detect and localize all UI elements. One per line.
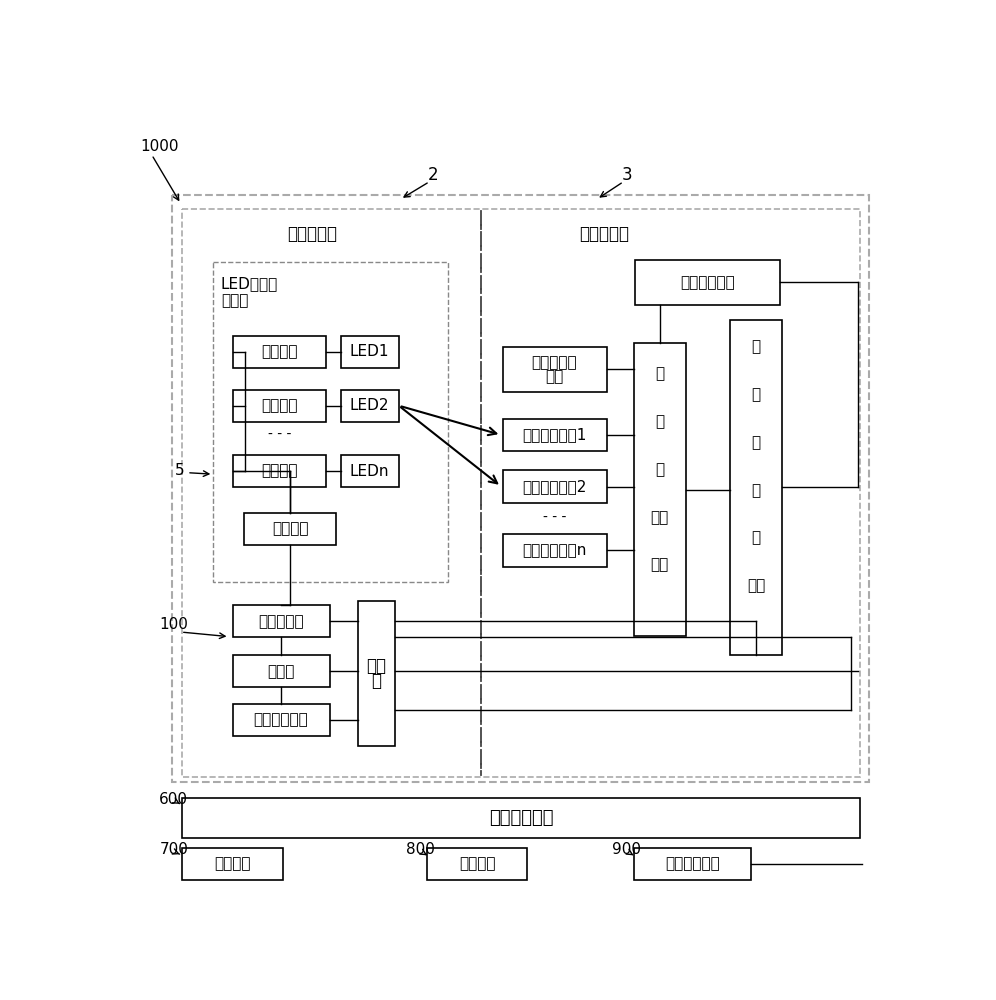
Text: 100: 100 bbox=[159, 617, 188, 632]
Text: 与: 与 bbox=[655, 462, 664, 477]
Text: 开关: 开关 bbox=[367, 657, 386, 675]
Text: 时: 时 bbox=[752, 531, 761, 546]
Bar bbox=[503, 534, 607, 567]
Text: 1000: 1000 bbox=[140, 139, 178, 154]
Bar bbox=[233, 655, 330, 687]
Bar bbox=[503, 419, 607, 451]
Text: 检测分选单元: 检测分选单元 bbox=[664, 856, 719, 871]
Bar bbox=[233, 455, 326, 487]
Text: 3: 3 bbox=[622, 166, 632, 184]
Bar bbox=[171, 195, 869, 782]
Text: 上料单元: 上料单元 bbox=[459, 856, 496, 871]
Text: 列: 列 bbox=[372, 672, 381, 690]
Text: 900: 900 bbox=[613, 842, 641, 857]
Text: 下层测试板: 下层测试板 bbox=[580, 225, 629, 243]
Bar bbox=[503, 347, 607, 392]
Bar bbox=[233, 704, 330, 736]
Bar bbox=[244, 513, 337, 545]
Text: 驱动电源: 驱动电源 bbox=[272, 521, 309, 536]
Bar bbox=[341, 455, 398, 487]
Text: LEDn: LEDn bbox=[350, 464, 389, 479]
Text: 测试电源模块: 测试电源模块 bbox=[254, 712, 309, 727]
Text: 比: 比 bbox=[655, 367, 664, 382]
Text: 供电线缆: 供电线缆 bbox=[214, 856, 251, 871]
Text: 回转输送单元: 回转输送单元 bbox=[489, 809, 554, 827]
Bar bbox=[341, 336, 398, 368]
Text: 电路: 电路 bbox=[747, 578, 765, 593]
Text: LED2: LED2 bbox=[350, 398, 389, 413]
Text: 压源: 压源 bbox=[545, 369, 564, 384]
Text: 700: 700 bbox=[159, 842, 188, 857]
Text: 驱动支路: 驱动支路 bbox=[261, 464, 298, 479]
Text: 电路: 电路 bbox=[650, 558, 669, 573]
Bar bbox=[730, 320, 782, 655]
Bar bbox=[233, 605, 330, 637]
Text: 2: 2 bbox=[428, 166, 439, 184]
Text: 光电转换电路1: 光电转换电路1 bbox=[522, 427, 587, 442]
Text: 600: 600 bbox=[159, 792, 188, 807]
Bar bbox=[182, 209, 860, 777]
Text: 灯板电接口: 灯板电接口 bbox=[258, 614, 304, 629]
Bar bbox=[182, 848, 283, 880]
Text: LED1: LED1 bbox=[350, 344, 389, 359]
Text: 800: 800 bbox=[405, 842, 434, 857]
Text: - - -: - - - bbox=[268, 427, 291, 441]
Text: 定: 定 bbox=[752, 483, 761, 498]
Text: 较: 较 bbox=[655, 414, 664, 429]
Text: 输出显示电路: 输出显示电路 bbox=[680, 275, 735, 290]
Text: 光电转换电路2: 光电转换电路2 bbox=[522, 479, 587, 494]
Bar bbox=[233, 336, 326, 368]
Text: 驱动支路: 驱动支路 bbox=[261, 398, 298, 413]
Text: 触: 触 bbox=[752, 340, 761, 355]
Bar bbox=[358, 601, 395, 746]
Text: 及: 及 bbox=[752, 435, 761, 450]
Text: 上层测试板: 上层测试板 bbox=[287, 225, 337, 243]
Text: 电路板: 电路板 bbox=[221, 293, 248, 308]
Text: 逻辑: 逻辑 bbox=[650, 510, 669, 525]
Bar bbox=[182, 798, 860, 838]
Text: 受电弓: 受电弓 bbox=[267, 664, 295, 679]
Text: LED冰笱灯: LED冰笱灯 bbox=[221, 276, 278, 291]
Text: 驱动支路: 驱动支路 bbox=[261, 344, 298, 359]
Bar bbox=[635, 260, 780, 305]
Bar bbox=[633, 848, 751, 880]
Bar bbox=[213, 262, 448, 582]
Bar bbox=[341, 389, 398, 422]
Text: 5: 5 bbox=[174, 463, 184, 478]
Text: 光电转换电路n: 光电转换电路n bbox=[522, 543, 587, 558]
Bar bbox=[233, 389, 326, 422]
Text: 可调基准电: 可调基准电 bbox=[532, 355, 577, 370]
Text: - - -: - - - bbox=[543, 510, 566, 524]
Bar bbox=[633, 343, 686, 636]
Bar bbox=[427, 848, 528, 880]
Text: 发: 发 bbox=[752, 387, 761, 402]
Bar bbox=[503, 470, 607, 503]
